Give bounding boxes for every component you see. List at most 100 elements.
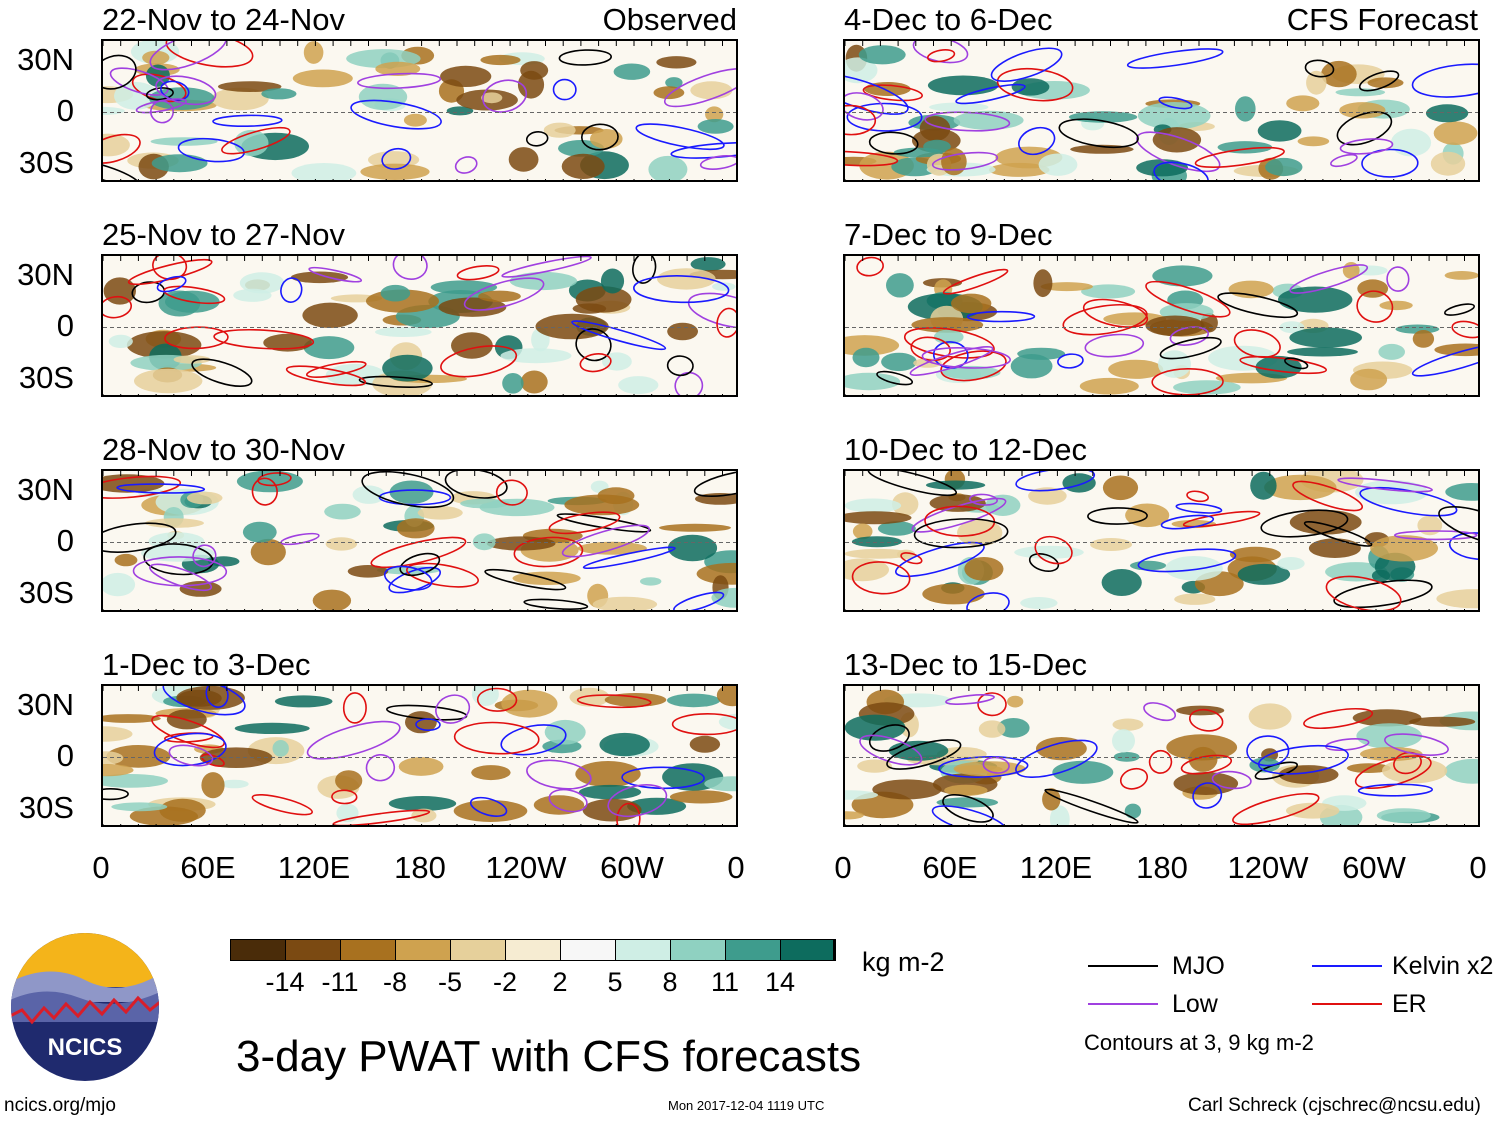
pwat-anomaly-blob: [936, 797, 999, 808]
wave-contour: [548, 788, 588, 813]
colorbar-swatch: [230, 939, 286, 961]
colorbar-label: 5: [607, 967, 623, 997]
lon-label: 180: [394, 850, 446, 885]
lat-label-30s: 30S: [18, 575, 74, 610]
pwat-anomaly-blob: [656, 56, 697, 69]
wave-contour: [1169, 326, 1210, 346]
wave-contour: [845, 92, 884, 121]
wave-contour: [982, 756, 1010, 774]
wave-contour: [526, 759, 592, 790]
legend-line-mjo: [1088, 965, 1158, 967]
wave-contour: [1137, 548, 1237, 573]
pwat-anomaly-blob: [1248, 703, 1292, 730]
pwat-anomaly-blob: [1130, 560, 1167, 571]
pwat-anomaly-blob: [1321, 60, 1357, 88]
wave-contour: [699, 155, 736, 170]
pwat-anomaly-blob: [1390, 128, 1432, 157]
panel-title: 7-Dec to 9-Dec: [844, 217, 1053, 252]
wave-contour: [942, 794, 994, 823]
wave-contour: [370, 536, 467, 569]
pwat-anomaly-blob: [929, 102, 989, 112]
colorbar-units: kg m-2: [862, 947, 945, 977]
colorbar-swatch: [670, 939, 726, 961]
pwat-anomaly-blob: [640, 577, 662, 586]
wave-contour: [1325, 738, 1370, 751]
pwat-anomaly-blob: [1033, 269, 1053, 298]
footer-url[interactable]: ncics.org/mjo: [4, 1095, 116, 1116]
pwat-anomaly-blob: [352, 485, 386, 504]
pwat-anomaly-blob: [1257, 120, 1302, 142]
colorbar-label: -14: [265, 967, 305, 997]
pwat-anomaly-blob: [129, 806, 198, 825]
wave-contour: [1126, 48, 1224, 69]
wave-contour: [1411, 343, 1478, 377]
pwat-anomaly-blob: [446, 106, 474, 116]
wave-contour: [1160, 514, 1215, 530]
pwat-anomaly-blob: [108, 334, 133, 348]
pwat-anomaly-blob: [997, 718, 1030, 738]
pwat-anomaly-blob: [845, 511, 912, 525]
pwat-anomaly-blob: [718, 713, 736, 731]
pwat-anomaly-blob: [941, 147, 967, 176]
wave-contour: [463, 277, 545, 311]
colorbar-label: 14: [764, 967, 796, 997]
pwat-anomaly-blob: [1297, 136, 1330, 147]
wave-contour: [1175, 502, 1223, 514]
pwat-anomaly-blob: [218, 81, 282, 92]
pwat-anomaly-blob: [1145, 315, 1205, 337]
wave-contour: [977, 692, 1007, 717]
pwat-anomaly-blob: [953, 110, 1024, 130]
wave-contour: [1232, 792, 1320, 825]
wave-contour: [163, 285, 226, 305]
pwat-anomaly-blob: [659, 523, 731, 532]
lat-label-30n: 30N: [17, 472, 74, 507]
pwat-anomaly-blob: [852, 523, 873, 540]
pwat-anomaly-blob: [1412, 330, 1435, 348]
legend-line-er: [1312, 1003, 1382, 1005]
pwat-anomaly-blob: [1108, 359, 1164, 379]
pwat-anomaly-blob: [845, 790, 878, 800]
pwat-anomaly-blob: [324, 503, 361, 520]
wave-contour: [862, 84, 923, 102]
pwat-anomaly-blob: [892, 492, 919, 516]
pwat-anomaly-blob: [1017, 347, 1066, 360]
pwat-anomaly-blob: [303, 336, 355, 360]
wave-contour: [1058, 118, 1139, 149]
pwat-anomaly-blob: [1079, 377, 1139, 395]
wave-contour: [900, 552, 923, 565]
pwat-anomaly-blob: [1036, 737, 1087, 761]
wave-contour: [156, 275, 187, 293]
pwat-anomaly-blob: [179, 581, 222, 597]
pwat-anomaly-blob: [103, 277, 136, 305]
lat-label-30s: 30S: [18, 790, 74, 825]
pwat-anomaly-blob: [274, 695, 333, 708]
wave-contour: [251, 793, 313, 816]
pwat-anomaly-blob: [272, 740, 289, 757]
wave-contour: [1260, 509, 1349, 538]
wave-contour: [145, 87, 174, 101]
panel-title: 4-Dec to 6-Dec: [844, 2, 1053, 37]
pwat-anomaly-blob: [1007, 695, 1024, 708]
wave-contour: [1239, 355, 1328, 375]
map-area: [101, 469, 738, 612]
lat-label-30n: 30N: [17, 42, 74, 77]
wave-contour: [221, 126, 291, 155]
pwat-anomaly-blob: [382, 354, 433, 382]
pwat-anomaly-blob: [1444, 758, 1478, 784]
wave-contour: [548, 511, 621, 535]
colorbar-swatch: [560, 939, 616, 961]
pwat-anomaly-blob: [716, 686, 736, 707]
wave-contour: [103, 54, 137, 90]
wave-contour: [1337, 477, 1433, 493]
wave-contour: [579, 353, 612, 373]
wave-contour: [358, 375, 433, 388]
pwat-anomaly-blob: [845, 714, 906, 741]
pwat-anomaly-blob: [303, 41, 324, 64]
legend-label-kelvin: Kelvin x2: [1392, 952, 1494, 980]
lat-label-eq: 0: [56, 523, 74, 558]
pwat-anomaly-blob: [173, 355, 211, 364]
pwat-anomaly-blob: [1038, 153, 1078, 176]
colorbar-swatch: [833, 939, 835, 961]
wave-contour: [912, 41, 969, 64]
pwat-anomaly-blob: [144, 518, 204, 528]
